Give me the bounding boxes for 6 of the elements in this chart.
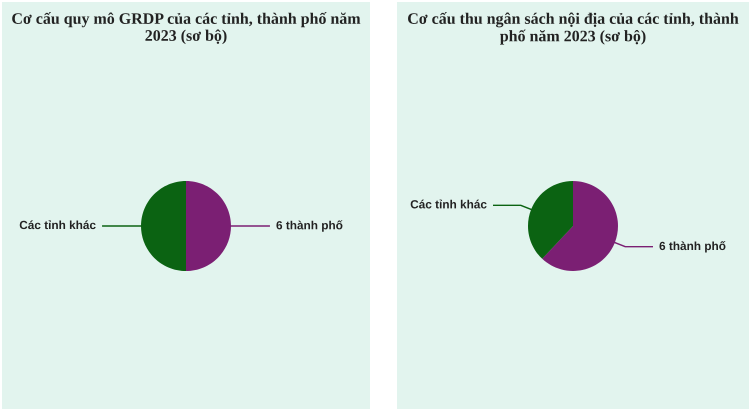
chart-title: Cơ cấu quy mô GRDP của các tỉnh, thành phố năm 2023 (sơ bộ) [12,12,360,44]
slice-label: 6 thành phố [659,240,726,252]
slice-label: Các tỉnh khác [410,200,487,208]
slice-label: 6 thành phố [276,220,343,232]
slice-label: Các tỉnh khác [20,220,96,230]
chart-title: Cơ cấu thu ngân sách nội địa của các tỉnh, thành phố năm 2023 (sơ bộ) [408,12,738,45]
